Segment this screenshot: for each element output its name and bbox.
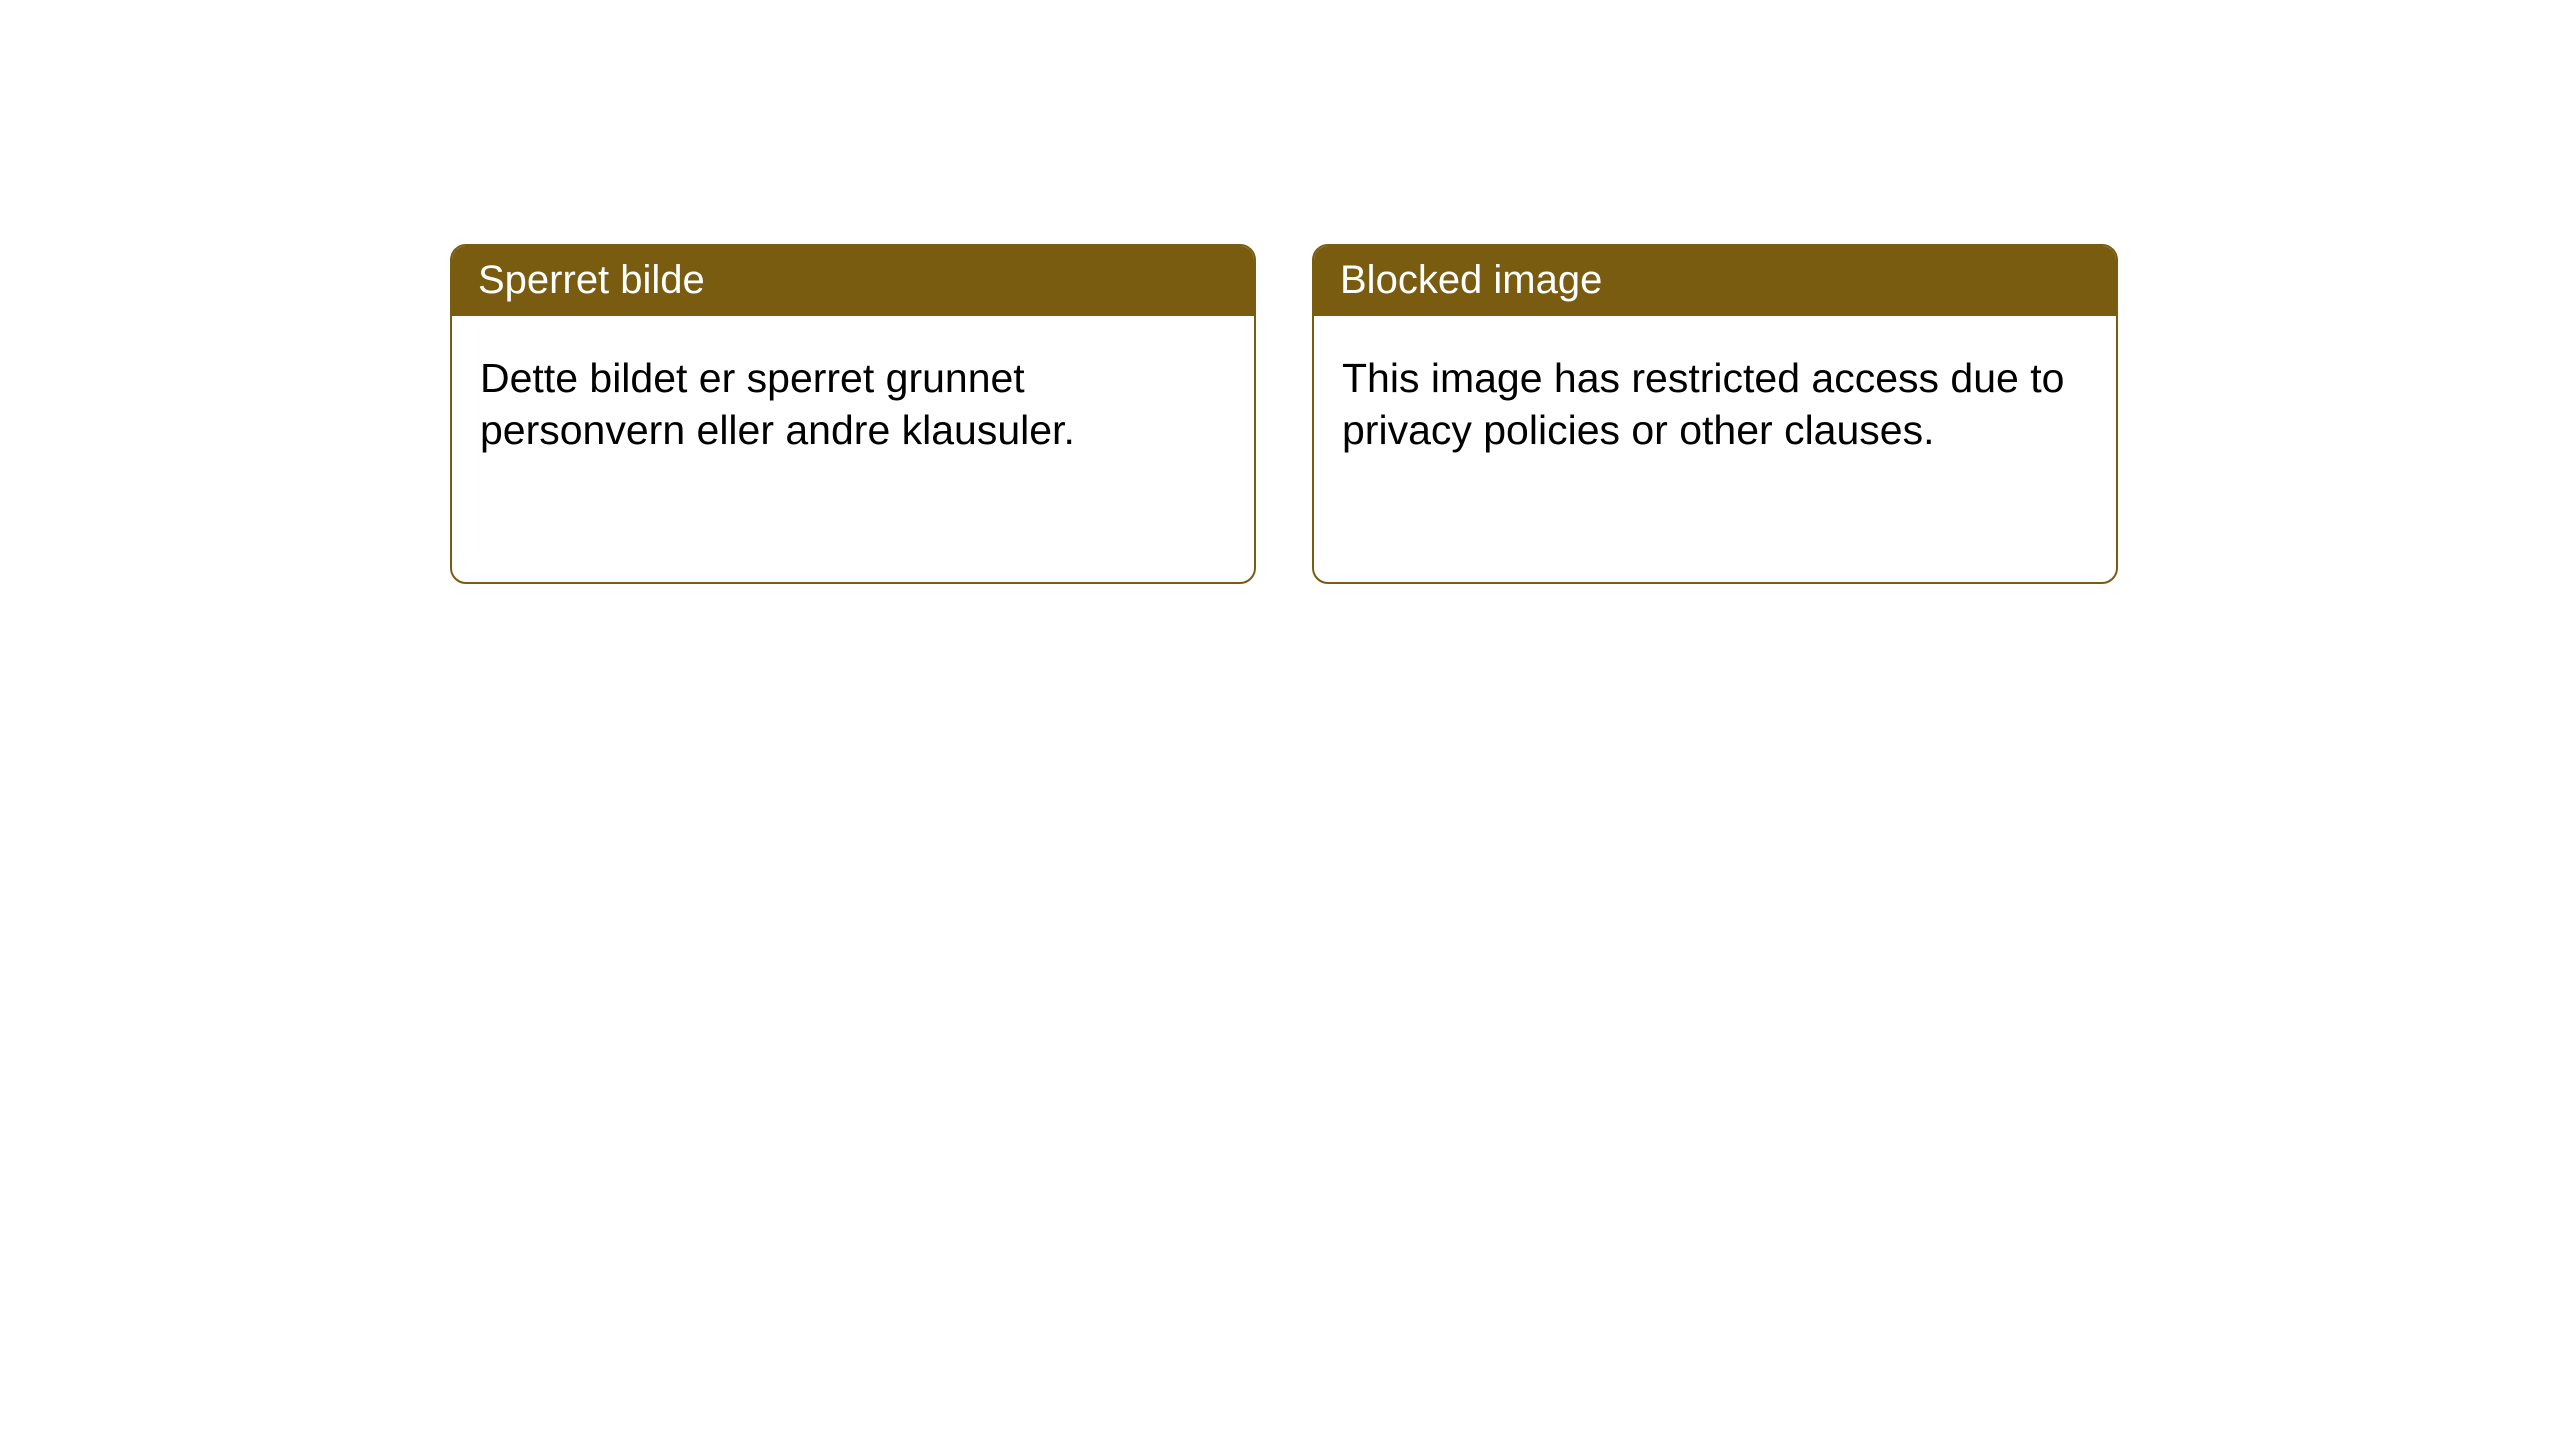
notice-body-norwegian: Dette bildet er sperret grunnet personve… [452,316,1254,485]
notice-card-norwegian: Sperret bilde Dette bildet er sperret gr… [450,244,1256,584]
notices-container: Sperret bilde Dette bildet er sperret gr… [450,244,2560,584]
notice-card-english: Blocked image This image has restricted … [1312,244,2118,584]
notice-header-norwegian: Sperret bilde [452,246,1254,316]
notice-header-english: Blocked image [1314,246,2116,316]
notice-body-english: This image has restricted access due to … [1314,316,2116,485]
